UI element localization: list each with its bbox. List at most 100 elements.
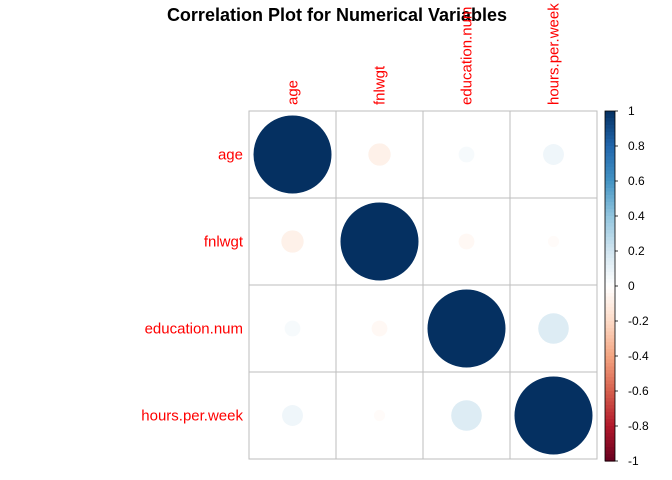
colorbar-segment [605, 142, 615, 147]
correlation-circle-fnlwgt-hours.per.week [547, 235, 560, 248]
colorbar-segment [605, 118, 615, 123]
colorbar-segment [605, 450, 615, 455]
colorbar-segment [605, 321, 615, 326]
colorbar-segment [605, 128, 615, 133]
correlation-circle-age-fnlwgt [368, 143, 391, 166]
colorbar-segment [605, 156, 615, 161]
colorbar-segment [605, 226, 615, 231]
colorbar-tick-label: -0.6 [628, 384, 649, 398]
correlation-circle-education.num-fnlwgt [371, 320, 388, 337]
colorbar-segment [605, 454, 615, 459]
color-legend: 1 0.8 0.6 0.4 0.2 0 -0.2 -0.4 -0.6 -0.8 -1 [604, 104, 649, 468]
column-label-age: age [285, 80, 302, 105]
colorbar-segment [605, 384, 615, 389]
colorbar-segment [605, 121, 615, 126]
correlation-circle-hours.per.week-hours.per.week [513, 375, 594, 456]
colorbar-segment [605, 219, 615, 224]
column-label-fnlwgt: fnlwgt [372, 65, 389, 105]
row-label-hours.per.week: hours.per.week [141, 408, 243, 425]
colorbar-segment [605, 289, 615, 294]
chart-title: Correlation Plot for Numerical Variables [167, 5, 507, 25]
correlation-circle-age-hours.per.week [543, 144, 564, 165]
colorbar-segment [605, 184, 615, 189]
colorbar-segment [605, 160, 615, 165]
colorbar-segment [605, 149, 615, 154]
correlation-circle-education.num-age [284, 320, 301, 337]
colorbar-segment [605, 181, 615, 186]
colorbar-tick-label: 0 [628, 279, 635, 293]
colorbar-segment [605, 174, 615, 179]
colorbar-segment [605, 188, 615, 193]
colorbar-segment [605, 240, 615, 245]
colorbar-segment [605, 443, 615, 448]
colorbar-segment [605, 352, 615, 357]
colorbar-segment [605, 345, 615, 350]
colorbar-segment [605, 370, 615, 375]
colorbar-segment [605, 300, 615, 305]
colorbar-tick-label: -1 [628, 454, 639, 468]
colorbar-segment [605, 177, 615, 182]
colorbar-tick-label: 0.4 [628, 209, 645, 223]
colorbar-segment [605, 254, 615, 259]
colorbar-segment [605, 296, 615, 301]
colorbar-segment [605, 405, 615, 410]
colorbar-segment [605, 366, 615, 371]
correlation-circle-hours.per.week-age [282, 405, 303, 426]
colorbar-tick-label: 0.8 [628, 139, 645, 153]
colorbar-segment [605, 380, 615, 385]
colorbar-segment [605, 135, 615, 140]
colorbar-segment [605, 394, 615, 399]
colorbar-segment [605, 436, 615, 441]
colorbar-segment [605, 412, 615, 417]
colorbar-segment [605, 111, 615, 116]
colorbar-segment [605, 426, 615, 431]
colorbar-segment [605, 328, 615, 333]
colorbar-segment [605, 373, 615, 378]
colorbar-segment [605, 310, 615, 315]
colorbar-segment [605, 202, 615, 207]
colorbar-segment [605, 223, 615, 228]
colorbar-tick-label: 0.2 [628, 244, 645, 258]
colorbar-segment [605, 247, 615, 252]
colorbar-segment [605, 398, 615, 403]
correlation-circle-fnlwgt-fnlwgt [339, 201, 420, 282]
grid-cell [509, 197, 598, 286]
colorbar-segment [605, 139, 615, 144]
column-label-hours.per.week: hours.per.week [546, 3, 563, 105]
colorbar-segment [605, 342, 615, 347]
colorbar-segment [605, 331, 615, 336]
colorbar-segment [605, 349, 615, 354]
row-label-education.num: education.num [145, 321, 243, 338]
colorbar-segment [605, 251, 615, 256]
colorbar-segment [605, 457, 615, 462]
colorbar-segment [605, 230, 615, 235]
colorbar-segment [605, 195, 615, 200]
colorbar-segment [605, 205, 615, 210]
colorbar-segment [605, 167, 615, 172]
correlation-circle-hours.per.week-fnlwgt [373, 409, 386, 422]
grid-cell [335, 371, 424, 460]
correlation-circle-age-age [252, 114, 333, 195]
colorbar-segment [605, 303, 615, 308]
colorbar-tick-label: -0.2 [628, 314, 649, 328]
colorbar-segment [605, 272, 615, 277]
colorbar-segment [605, 233, 615, 238]
colorbar-segment [605, 286, 615, 291]
column-label-education.num: education.num [459, 7, 476, 105]
colorbar-segment [605, 307, 615, 312]
row-label-age: age [218, 147, 243, 164]
colorbar-segment [605, 335, 615, 340]
colorbar-segment [605, 261, 615, 266]
colorbar-segment [605, 132, 615, 137]
colorbar-segment [605, 408, 615, 413]
colorbar-segment [605, 114, 615, 119]
colorbar-segment [605, 244, 615, 249]
colorbar-segment [605, 377, 615, 382]
correlation-circle-education.num-education.num [426, 288, 507, 369]
colorbar-segment [605, 363, 615, 368]
correlation-circles [252, 114, 594, 456]
colorbar-segment [605, 191, 615, 196]
colorbar-segment [605, 275, 615, 280]
colorbar-segment [605, 146, 615, 151]
